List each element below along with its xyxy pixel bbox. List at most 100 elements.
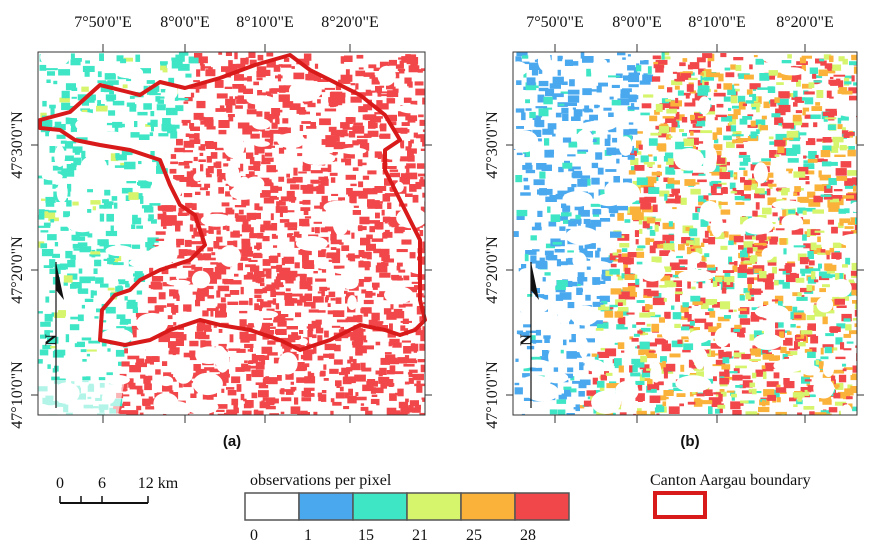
gap: [570, 305, 598, 325]
pixel-cluster: [264, 112, 270, 119]
pixel-cluster: [122, 361, 130, 366]
pixel-cluster: [351, 197, 357, 199]
pixel-cluster: [539, 172, 545, 179]
pixel-cluster: [377, 321, 384, 324]
pixel-cluster: [206, 174, 212, 177]
pixel-cluster: [259, 385, 269, 388]
pixel-cluster: [797, 326, 801, 328]
pixel-cluster: [675, 98, 678, 103]
pixel-cluster: [838, 124, 843, 129]
pixel-cluster: [293, 168, 297, 176]
pixel-cluster: [257, 66, 267, 74]
pixel-cluster: [311, 393, 315, 397]
pixel-cluster: [295, 312, 301, 317]
pixel-cluster: [226, 210, 234, 215]
pixel-cluster: [273, 320, 280, 323]
pixel-cluster: [845, 324, 851, 330]
pixel-cluster: [672, 81, 676, 83]
pixel-cluster: [371, 387, 376, 394]
pixel-cluster: [801, 274, 805, 277]
pixel-cluster: [329, 260, 333, 262]
pixel-cluster: [127, 103, 135, 107]
gap: [147, 246, 177, 265]
pixel-cluster: [679, 259, 688, 264]
lat-label: 47°30'0"N: [9, 111, 26, 179]
pixel-cluster: [70, 284, 76, 289]
boundary-swatch: [655, 493, 705, 517]
gap: [193, 373, 223, 395]
pixel-cluster: [108, 110, 115, 115]
pixel-cluster: [94, 260, 101, 267]
pixel-cluster: [559, 226, 565, 231]
pixel-cluster: [574, 407, 580, 409]
pixel-cluster: [549, 150, 554, 155]
legend-tick: 1: [304, 527, 312, 544]
pixel-cluster: [271, 266, 277, 269]
pixel-cluster: [618, 342, 625, 349]
pixel-cluster: [692, 301, 702, 305]
pixel-cluster: [721, 210, 731, 215]
pixel-cluster: [273, 292, 285, 296]
pixel-cluster: [353, 359, 357, 364]
pixel-cluster: [294, 232, 300, 238]
pixel-cluster: [226, 106, 232, 109]
pixel-cluster: [680, 365, 684, 372]
pixel-cluster: [87, 350, 97, 352]
pixel-cluster: [668, 170, 675, 174]
pixel-cluster: [610, 97, 614, 100]
pixel-cluster: [805, 97, 814, 104]
pixel-cluster: [343, 377, 352, 385]
pixel-cluster: [592, 354, 597, 357]
pixel-cluster: [208, 166, 214, 173]
pixel-cluster: [324, 331, 329, 338]
pixel-cluster: [329, 292, 336, 298]
pixel-cluster: [726, 142, 732, 148]
pixel-cluster: [851, 55, 860, 60]
pixel-cluster: [160, 61, 168, 64]
pixel-cluster: [807, 352, 816, 358]
pixel-cluster: [376, 265, 388, 272]
pixel-cluster: [672, 122, 678, 128]
pixel-cluster: [810, 336, 818, 344]
pixel-cluster: [403, 304, 413, 307]
pixel-cluster: [692, 213, 698, 220]
scale-label: 12 km: [138, 475, 179, 492]
pixel-cluster: [258, 55, 264, 61]
pixel-cluster: [699, 174, 706, 176]
pixel-cluster: [85, 71, 90, 77]
pixel-cluster: [787, 331, 792, 335]
pixel-cluster: [226, 387, 234, 390]
pixel-cluster: [780, 238, 787, 245]
pixel-cluster: [278, 177, 284, 182]
pixel-cluster: [728, 241, 734, 246]
pixel-cluster: [683, 138, 694, 146]
pixel-cluster: [40, 322, 51, 327]
pixel-cluster: [87, 354, 90, 357]
pixel-cluster: [711, 185, 717, 193]
pixel-cluster: [561, 212, 572, 216]
pixel-cluster: [48, 210, 56, 212]
pixel-cluster: [347, 396, 356, 404]
pixel-cluster: [321, 249, 326, 251]
pixel-cluster: [205, 329, 212, 332]
pixel-cluster: [851, 271, 860, 276]
pixel-cluster: [275, 118, 280, 124]
pixel-cluster: [354, 337, 364, 345]
pixel-cluster: [335, 380, 342, 386]
gap: [839, 234, 871, 247]
pixel-cluster: [606, 148, 616, 156]
pixel-cluster: [162, 118, 171, 124]
pixel-cluster: [176, 239, 184, 245]
pixel-cluster: [637, 411, 647, 415]
pixel-cluster: [611, 264, 617, 268]
pixel-cluster: [364, 72, 375, 77]
pixel-cluster: [800, 257, 809, 264]
gap: [144, 174, 158, 182]
pixel-cluster: [771, 113, 780, 117]
pixel-cluster: [836, 256, 840, 260]
pixel-cluster: [796, 110, 802, 113]
pixel-cluster: [87, 189, 93, 192]
pixel-cluster: [49, 290, 55, 293]
pixel-cluster: [346, 175, 356, 180]
lat-label: 47°10'0"N: [484, 361, 501, 429]
